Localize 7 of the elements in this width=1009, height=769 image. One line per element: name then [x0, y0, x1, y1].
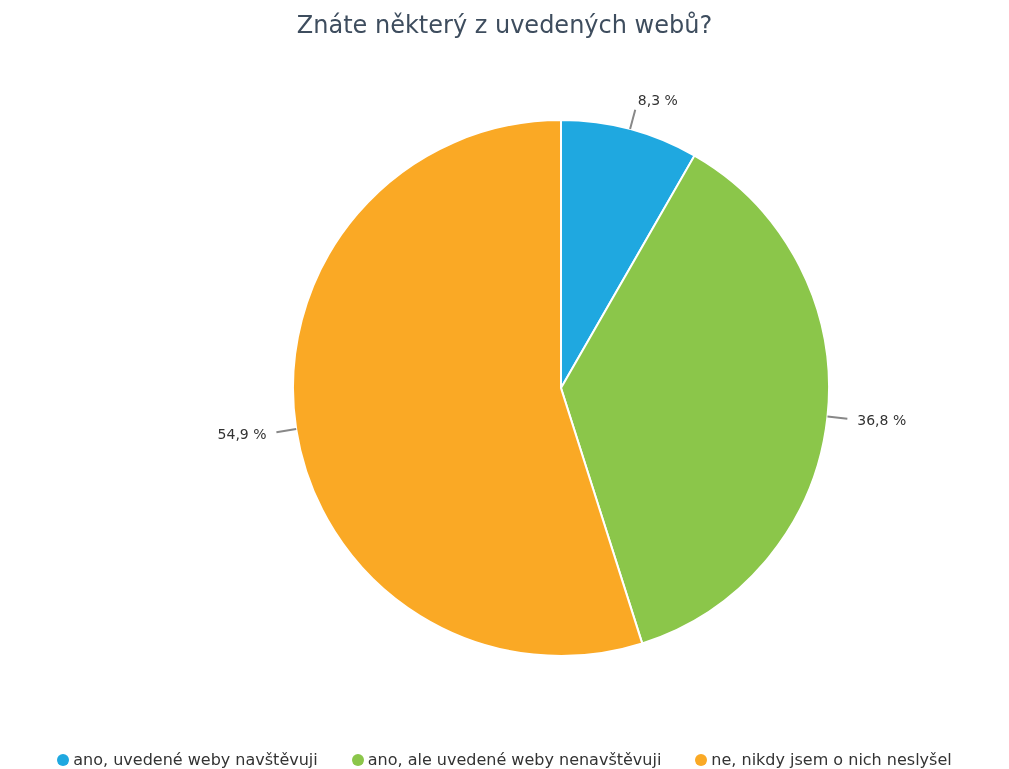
legend-label: ne, nikdy jsem o nich neslyšel [710, 750, 952, 769]
data-label: 54,9 % [217, 425, 267, 442]
chart-title: Znáte některý z uvedených webů? [295, 10, 714, 41]
legend-label: ano, uvedené weby navštěvuji [72, 750, 318, 769]
legend-label: ano, ale uvedené weby nenavštěvuji [366, 750, 662, 769]
data-label: 8,3 % [637, 92, 678, 109]
data-label: 36,8 % [857, 411, 907, 428]
